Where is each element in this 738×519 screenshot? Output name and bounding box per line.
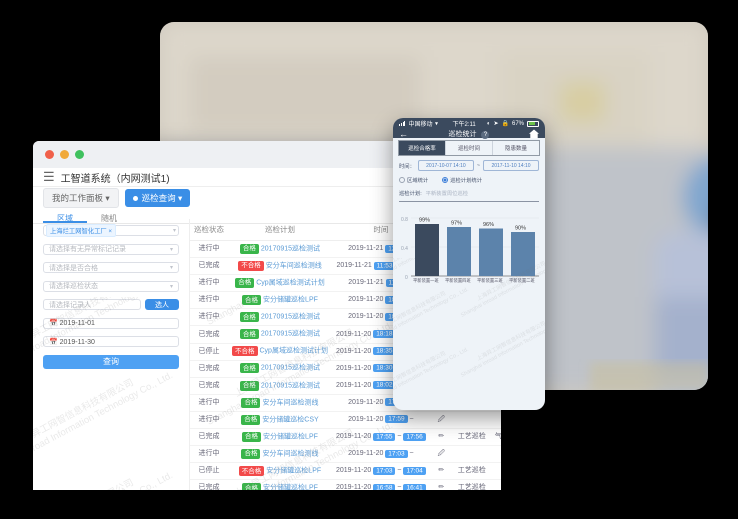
svg-text:96%: 96% (483, 222, 494, 228)
svg-text:平新装置四班: 平新装置四班 (445, 277, 471, 284)
svg-text:90%: 90% (515, 226, 526, 232)
svg-text:平新装置二班: 平新装置二班 (509, 277, 535, 284)
svg-text:0.4: 0.4 (401, 246, 408, 252)
svg-text:97%: 97% (451, 221, 462, 227)
svg-text:0.8: 0.8 (401, 217, 408, 223)
svg-text:平新装置三班: 平新装置三班 (477, 277, 503, 284)
svg-text:0: 0 (405, 275, 408, 281)
svg-text:平新装置一班: 平新装置一班 (413, 277, 439, 284)
svg-text:99%: 99% (419, 218, 430, 224)
